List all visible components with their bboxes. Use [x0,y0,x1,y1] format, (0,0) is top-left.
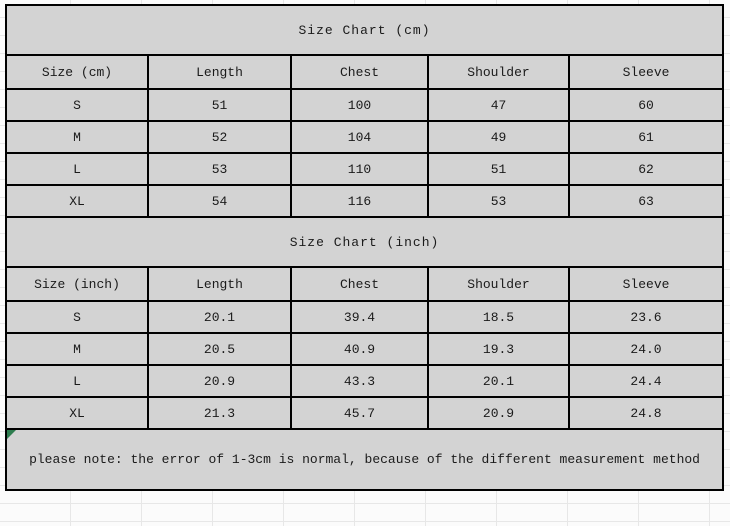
table-row: L 53 110 51 62 [5,152,725,186]
header-sleeve: Sleeve [567,266,725,302]
table-row: Size (cm) Length Chest Shoulder Sleeve [5,54,725,90]
table-row: S 20.1 39.4 18.5 23.6 [5,300,725,334]
note-text: please note: the error of 1-3cm is norma… [29,452,700,467]
cell-size: L [5,364,149,398]
header-chest: Chest [290,54,429,90]
cell-sleeve: 24.0 [567,332,725,366]
table-row: Size (inch) Length Chest Shoulder Sleeve [5,266,725,302]
header-size-cm: Size (cm) [5,54,149,90]
cell-sleeve: 60 [567,88,725,122]
cell-size: M [5,332,149,366]
cell-length: 21.3 [147,396,292,430]
cell-chest: 100 [290,88,429,122]
section-title-cm: Size Chart (cm) [4,4,725,56]
cell-sleeve: 23.6 [567,300,725,334]
table-row: L 20.9 43.3 20.1 24.4 [5,364,725,398]
cell-chest: 40.9 [290,332,429,366]
header-length: Length [147,54,292,90]
cell-shoulder: 19.3 [427,332,570,366]
cell-size: S [5,300,149,334]
cell-length: 52 [147,120,292,154]
cell-shoulder: 53 [427,184,570,218]
cell-chest: 104 [290,120,429,154]
cell-sleeve: 24.8 [567,396,725,430]
table-row: Size Chart (inch) [4,216,725,268]
section-title-inch: Size Chart (inch) [4,216,725,268]
table-row: Size Chart (cm) [4,4,725,56]
header-shoulder: Shoulder [427,266,570,302]
header-sleeve: Sleeve [567,54,725,90]
cell-sleeve: 63 [567,184,725,218]
note-cell: please note: the error of 1-3cm is norma… [4,428,725,491]
cell-size: XL [5,184,149,218]
cell-shoulder: 47 [427,88,570,122]
cell-chest: 45.7 [290,396,429,430]
cell-size: S [5,88,149,122]
header-size-inch: Size (inch) [5,266,149,302]
cell-chest: 43.3 [290,364,429,398]
table-row: M 20.5 40.9 19.3 24.0 [5,332,725,366]
cell-sleeve: 61 [567,120,725,154]
cell-error-corner-icon [8,431,16,439]
cell-sleeve: 62 [567,152,725,186]
table-row: please note: the error of 1-3cm is norma… [4,428,725,491]
table-row: M 52 104 49 61 [5,120,725,154]
size-chart-table: Size Chart (cm) Size (cm) Length Chest S… [4,4,725,491]
cell-length: 53 [147,152,292,186]
table-row: S 51 100 47 60 [5,88,725,122]
cell-shoulder: 20.9 [427,396,570,430]
header-shoulder: Shoulder [427,54,570,90]
cell-length: 20.9 [147,364,292,398]
table-row: XL 54 116 53 63 [5,184,725,218]
cell-size: L [5,152,149,186]
table-row: XL 21.3 45.7 20.9 24.8 [5,396,725,430]
cell-chest: 116 [290,184,429,218]
cell-chest: 39.4 [290,300,429,334]
cell-size: M [5,120,149,154]
header-chest: Chest [290,266,429,302]
cell-chest: 110 [290,152,429,186]
cell-shoulder: 20.1 [427,364,570,398]
cell-shoulder: 49 [427,120,570,154]
cell-shoulder: 51 [427,152,570,186]
cell-length: 20.1 [147,300,292,334]
cell-size: XL [5,396,149,430]
cell-length: 51 [147,88,292,122]
cell-length: 54 [147,184,292,218]
cell-shoulder: 18.5 [427,300,570,334]
header-length: Length [147,266,292,302]
cell-sleeve: 24.4 [567,364,725,398]
cell-length: 20.5 [147,332,292,366]
